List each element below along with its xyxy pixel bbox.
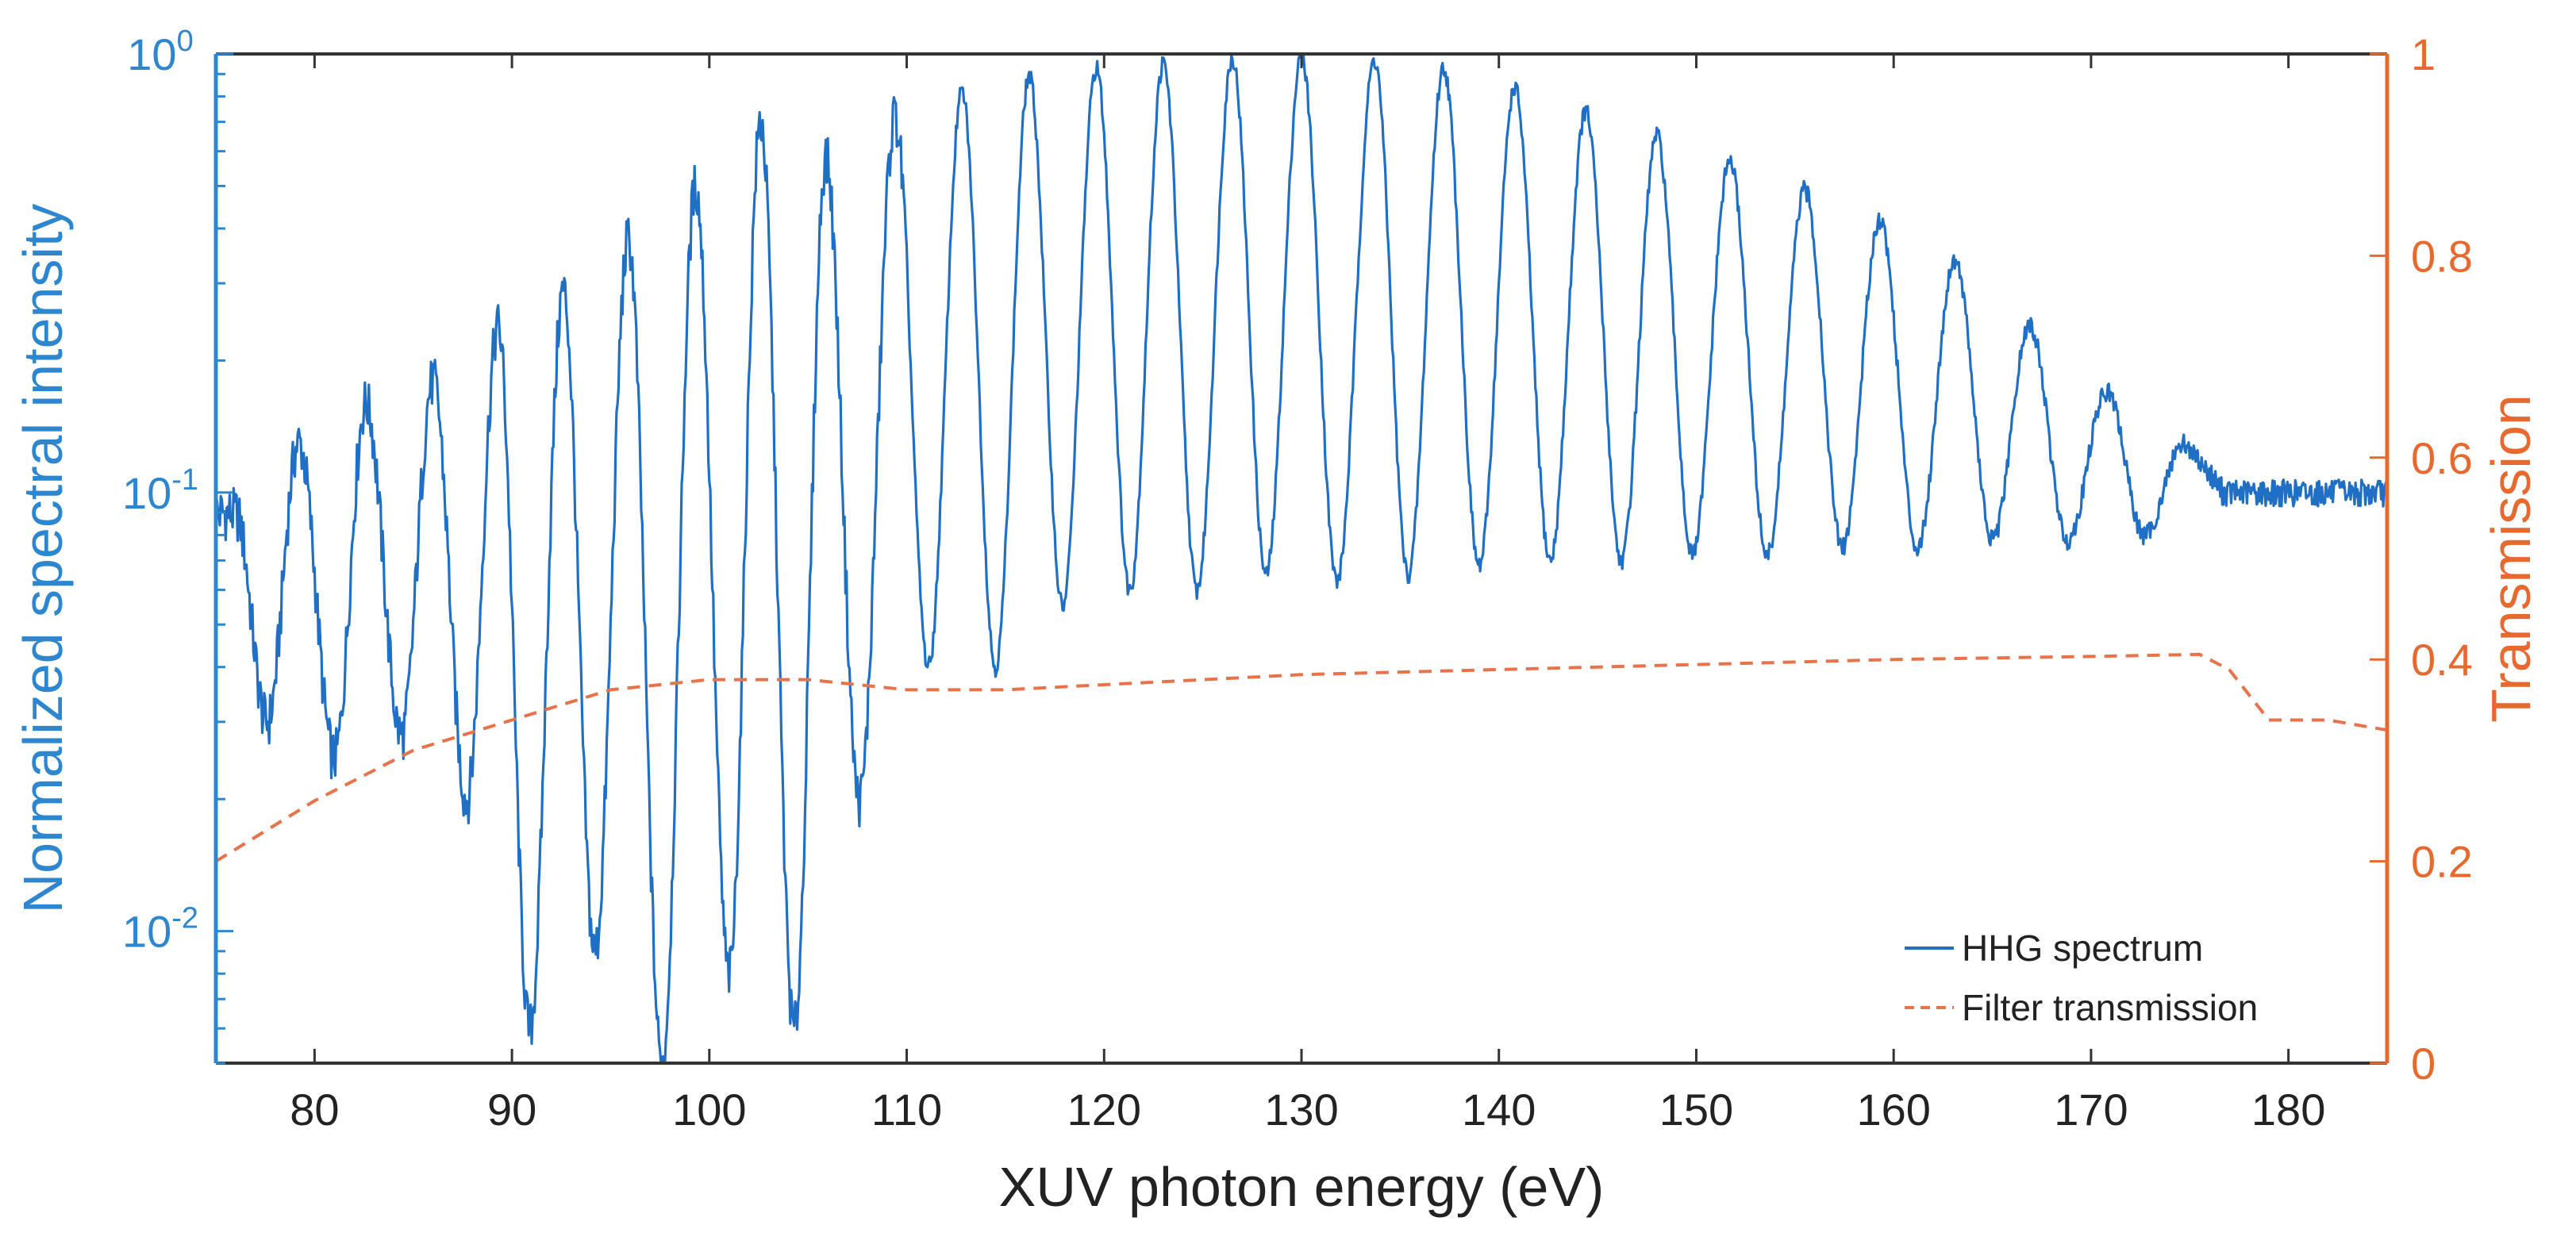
right-y-tick-label: 0 <box>2411 1039 2436 1089</box>
legend-label-filter-transmission: Filter transmission <box>1962 987 2258 1028</box>
axes: 80 90 100 110 120 130 140 150 160 170 180 10010-11… <box>122 25 2473 1135</box>
x-tick-label: 100 <box>672 1085 746 1135</box>
x-ticks: 80 90 100 110 120 130 140 150 160 170 180 <box>290 54 2325 1135</box>
x-tick-label: 80 <box>290 1085 339 1135</box>
left-y-tick-label: 100 <box>127 25 193 79</box>
right-y-tick-label: 0.2 <box>2411 837 2473 887</box>
left-y-axis-title: Normalized spectral intensity <box>12 204 74 914</box>
right-y-tick-label: 1 <box>2411 29 2436 79</box>
x-tick-label: 130 <box>1264 1085 1338 1135</box>
x-axis-title: XUV photon energy (eV) <box>999 1156 1605 1218</box>
x-tick-label: 110 <box>871 1085 942 1135</box>
right-y-tick-label: 0.8 <box>2411 231 2473 281</box>
x-tick-label: 150 <box>1659 1085 1733 1135</box>
x-tick-label: 160 <box>1856 1085 1930 1135</box>
right-y-tick-label: 0.4 <box>2411 635 2473 685</box>
right-y-ticks: 0 0.2 0.4 0.6 0.8 1 <box>2370 29 2473 1089</box>
left-y-tick-label: 10-1 <box>122 463 198 518</box>
filter-transmission-line <box>214 652 2388 863</box>
legend-label-hhg-spectrum: HHG spectrum <box>1962 927 2203 969</box>
right-y-axis-title: Transmission <box>2480 394 2542 723</box>
left-y-ticks: 100 10-1 10-2 <box>122 25 233 1065</box>
x-tick-label: 140 <box>1462 1085 1536 1135</box>
left-y-tick-label: 10-2 <box>122 902 198 957</box>
x-tick-label: 170 <box>2054 1085 2128 1135</box>
x-tick-label: 120 <box>1067 1085 1141 1135</box>
right-y-tick-label: 0.6 <box>2411 433 2473 483</box>
x-tick-label: 180 <box>2251 1085 2325 1135</box>
legend: HHG spectrum Filter transmission <box>1905 927 2258 1028</box>
x-tick-label: 90 <box>487 1085 536 1135</box>
